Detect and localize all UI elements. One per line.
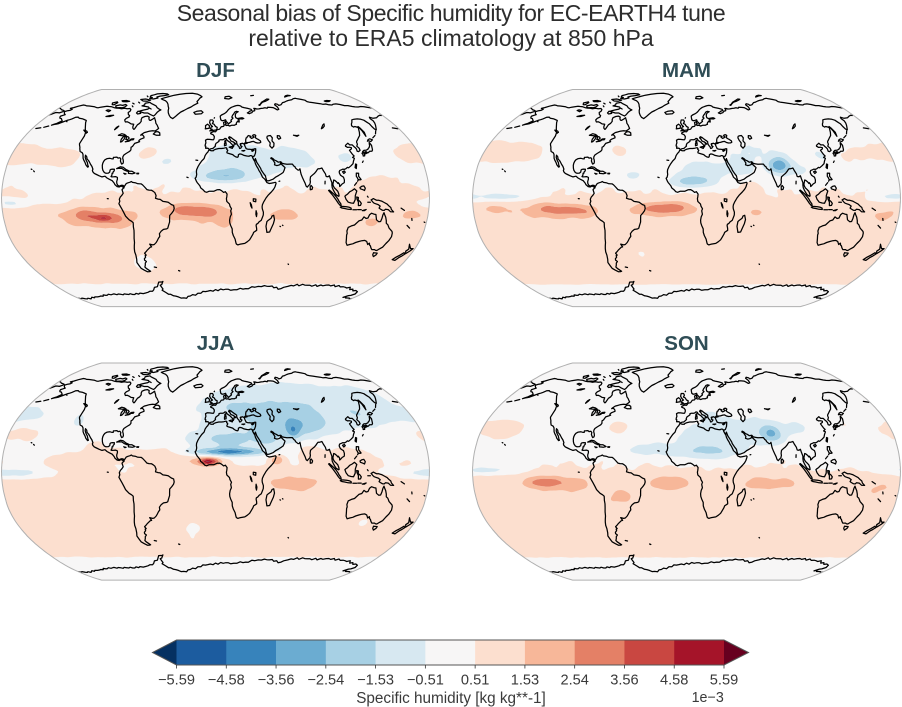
svg-text:3.56: 3.56 (610, 673, 638, 689)
svg-text:JJA: JJA (197, 332, 235, 355)
svg-text:2.54: 2.54 (560, 673, 588, 689)
svg-text:Seasonal bias of Specific humi: Seasonal bias of Specific humidity for E… (177, 0, 726, 26)
svg-text:DJF: DJF (196, 59, 235, 82)
svg-text:−1.53: −1.53 (357, 673, 394, 689)
svg-text:−5.59: −5.59 (158, 673, 195, 689)
svg-text:0.51: 0.51 (461, 673, 489, 689)
svg-text:−3.56: −3.56 (258, 673, 295, 689)
svg-text:MAM: MAM (662, 59, 711, 82)
svg-text:1.53: 1.53 (511, 673, 539, 689)
svg-text:relative to ERA5 climatology a: relative to ERA5 climatology at 850 hPa (248, 25, 653, 51)
svg-text:−4.58: −4.58 (208, 673, 245, 689)
svg-text:−2.54: −2.54 (307, 673, 344, 689)
svg-text:Specific humidity [kg kg**-1]: Specific humidity [kg kg**-1] (356, 690, 546, 707)
svg-text:5.59: 5.59 (710, 673, 738, 689)
svg-text:−0.51: −0.51 (407, 673, 444, 689)
svg-text:4.58: 4.58 (660, 673, 688, 689)
svg-text:1e−3: 1e−3 (692, 690, 724, 706)
svg-text:SON: SON (664, 332, 708, 355)
